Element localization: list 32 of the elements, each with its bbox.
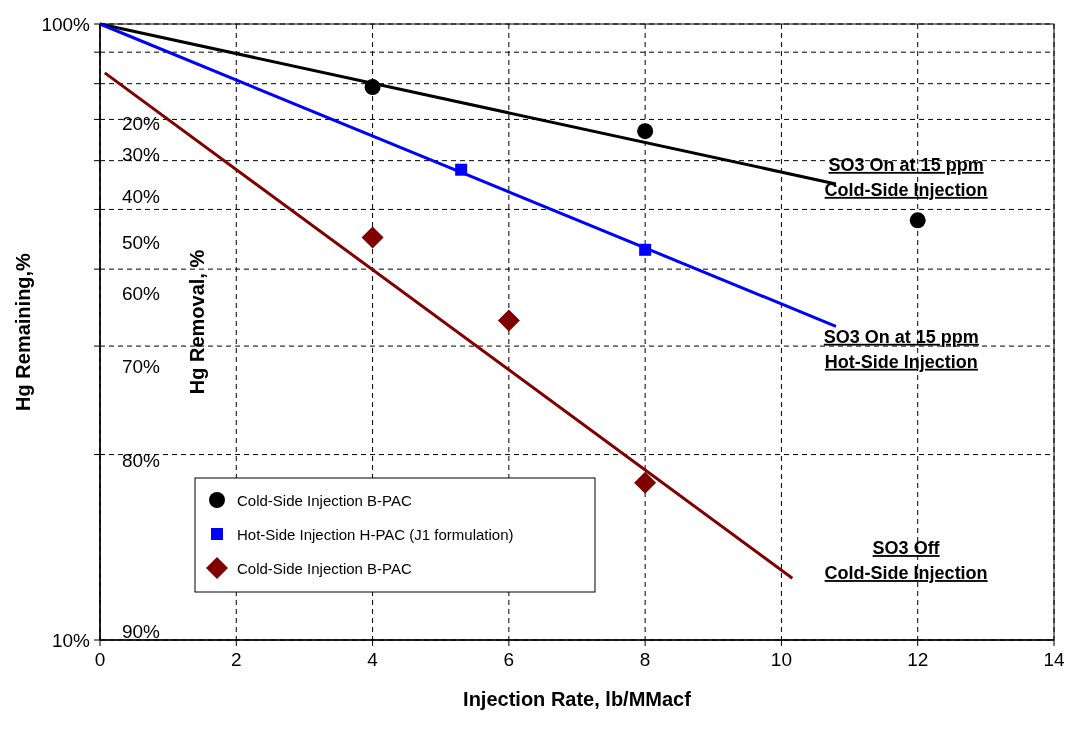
- y-tick-label: 10%: [51, 630, 91, 651]
- point: [361, 226, 384, 249]
- annotation: 40%: [121, 186, 161, 207]
- annotation: SO3 Off Cold-Side Injection: [824, 538, 988, 584]
- x-tick-label: 8: [639, 649, 651, 670]
- x-tick-label: 12: [907, 649, 929, 670]
- annotation: 30%: [121, 144, 161, 165]
- y-tick-label: 100%: [41, 14, 91, 35]
- annotation: 90%: [121, 621, 161, 642]
- annotation: 50%: [121, 232, 161, 253]
- annotation: SO3 On at 15 ppm Cold-Side Injection: [824, 154, 988, 200]
- x-tick-label: 4: [367, 649, 379, 670]
- x-tick-label: 0: [94, 649, 106, 670]
- y2-axis-title: Hg Removal, %: [186, 249, 208, 395]
- annotation: 70%: [121, 356, 161, 377]
- legend-label: Hot-Side Injection H-PAC (J1 formulation): [237, 526, 514, 543]
- x-tick-label: 10: [770, 649, 792, 670]
- legend-label: Cold-Side Injection B-PAC: [237, 560, 412, 577]
- point: [637, 123, 654, 140]
- annotation: 60%: [121, 283, 161, 304]
- y-axis-title: Hg Remaining,%: [12, 252, 34, 411]
- x-axis-title: Injection Rate, lb/MMacf: [463, 688, 692, 710]
- annotation: 80%: [121, 450, 161, 471]
- x-tick-label: 2: [231, 649, 242, 670]
- point: [909, 212, 926, 229]
- point: [634, 471, 657, 494]
- x-tick-label: 14: [1043, 649, 1065, 670]
- point: [497, 309, 520, 332]
- annotation: 20%: [121, 113, 161, 134]
- x-tick-label: 6: [503, 649, 515, 670]
- annotation: SO3 On at 15 ppm Hot-Side Injection: [823, 326, 979, 372]
- legend-label: Cold-Side Injection B-PAC: [237, 492, 412, 509]
